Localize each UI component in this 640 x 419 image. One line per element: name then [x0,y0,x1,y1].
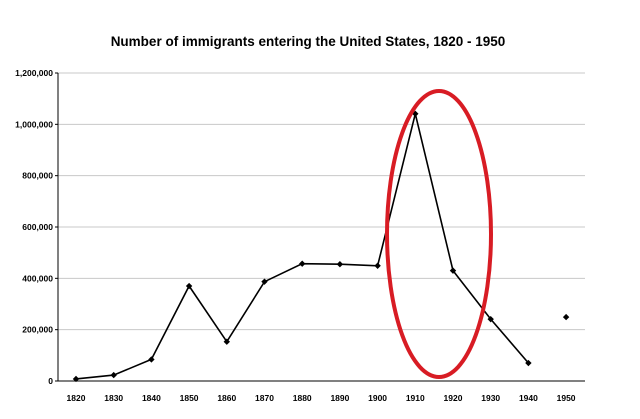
data-point [148,356,155,363]
x-tick-labels: 1820 1830 1840 1850 1860 1870 1880 1890 1900 1910… [67,393,576,403]
data-point [72,375,80,383]
y-tick-label: 600,000 [22,222,53,232]
data-point [110,371,117,379]
annotation-layer [385,89,493,379]
x-tick-label: 1900 [368,393,387,403]
data-point [299,260,306,267]
axes [55,72,585,382]
x-tick-label: 1860 [217,393,236,403]
x-tick-label: 1850 [180,393,199,403]
y-tick-label: 1,200,000 [15,68,53,78]
x-tick-label: 1830 [104,393,123,403]
data-point [525,359,532,367]
y-tick-label: 0 [48,376,53,386]
chart-title: Number of immigrants entering the United… [111,34,506,49]
y-tick-label: 400,000 [22,273,53,283]
data-point [449,267,457,274]
x-tick-label: 1840 [142,393,161,403]
data-point [374,262,381,269]
y-tick-label: 200,000 [22,325,53,335]
x-tick-label: 1870 [255,393,274,403]
x-tick-label: 1950 [557,393,576,403]
series-immigrants [72,110,570,383]
y-tick-label: 1,000,000 [15,119,53,129]
y-tick-label: 800,000 [22,171,53,181]
data-point [223,338,230,345]
data-point [562,313,570,321]
series-line [75,113,530,380]
data-point [185,282,193,290]
data-point [261,278,268,285]
x-tick-label: 1930 [481,393,500,403]
data-point [336,261,344,268]
data-point [487,315,494,323]
x-tick-label: 1820 [67,393,86,403]
x-tick-label: 1940 [519,393,538,403]
annotation-ellipse [385,89,493,379]
gridlines [58,72,585,331]
x-tick-label: 1890 [330,393,349,403]
x-tick-label: 1920 [444,393,463,403]
x-tick-label: 1880 [293,393,312,403]
x-tick-label: 1910 [406,393,425,403]
y-tick-labels: 0 200,000 400,000 600,000 800,000 1,000,000 1,… [15,68,53,386]
